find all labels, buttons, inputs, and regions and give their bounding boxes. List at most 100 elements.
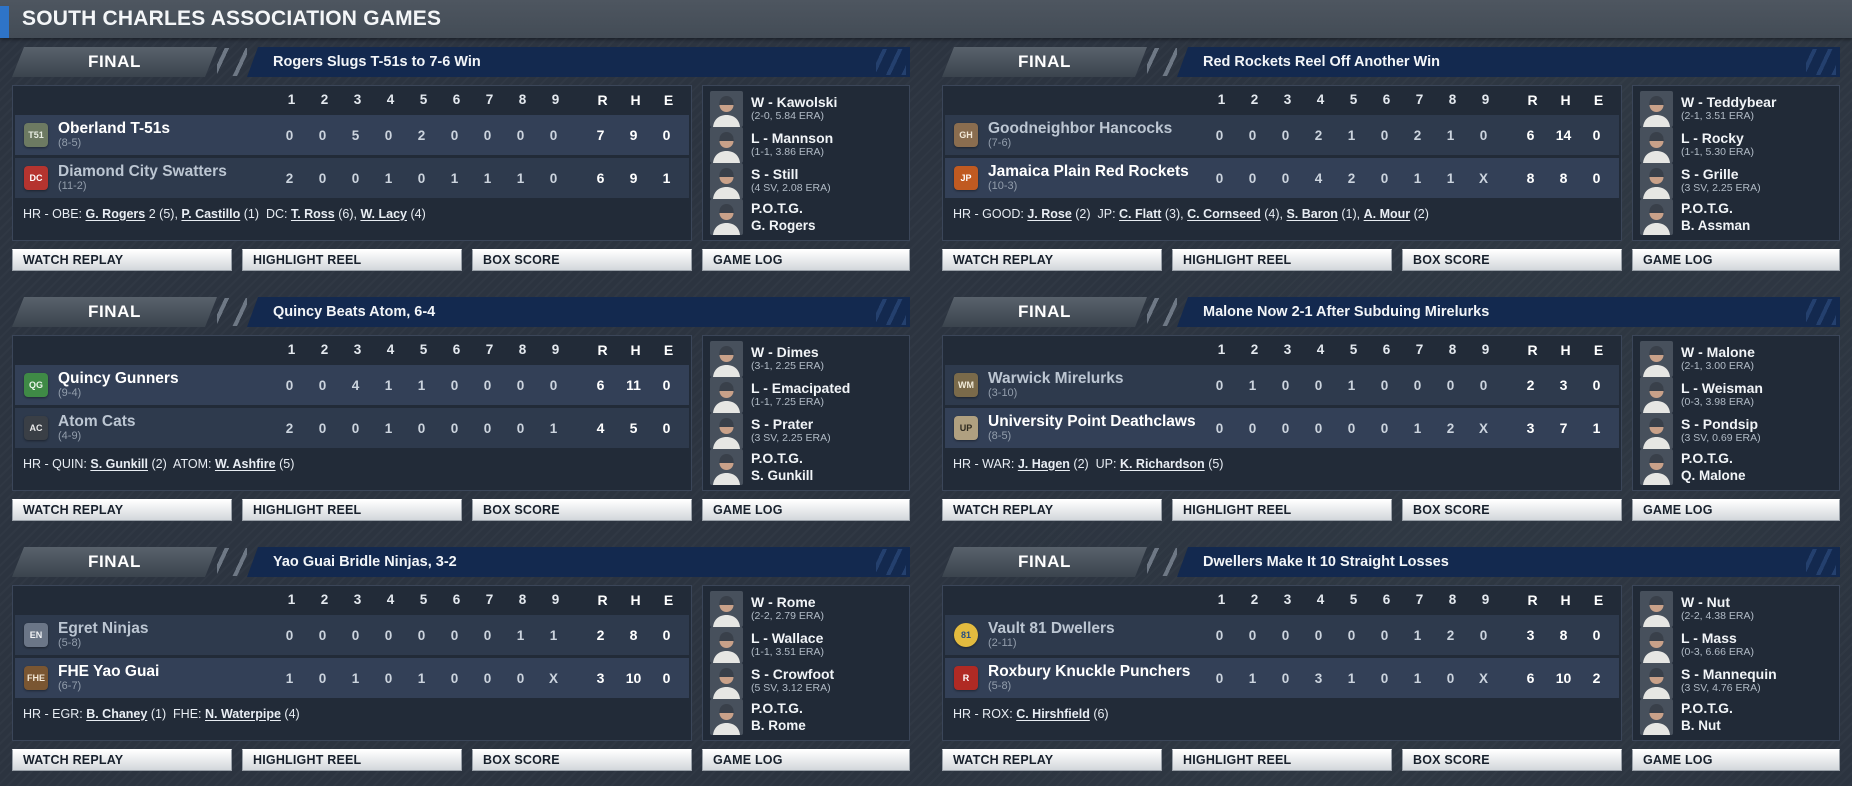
home-team-record: (8-5) (988, 429, 1012, 442)
hr-player-link[interactable]: S. Gunkill (90, 456, 149, 471)
game-card-body: 1 2 3 4 5 6 7 8 9 R H E EN (12, 585, 910, 741)
header-stripes-decoration (217, 298, 247, 326)
hr-player-link[interactable]: W. Lacy (360, 206, 407, 221)
inning-col-8: 8 (518, 342, 527, 357)
hr-player-link[interactable]: N. Waterpipe (205, 706, 281, 721)
home-runs: 6 (596, 170, 605, 186)
away-team-name[interactable]: Quincy Gunners (58, 369, 179, 387)
home-inning-7: 1 (483, 170, 492, 186)
highlight-reel-button[interactable]: HIGHLIGHT REEL (1172, 249, 1392, 271)
box-score-button[interactable]: BOX SCORE (472, 249, 692, 271)
losing-pitcher-stats: (0-3, 6.66 ERA) (1681, 645, 1754, 658)
hr-player-link[interactable]: A. Mour (1363, 206, 1411, 221)
game-log-button[interactable]: GAME LOG (1632, 499, 1840, 521)
highlight-reel-button[interactable]: HIGHLIGHT REEL (242, 249, 462, 271)
inning-col-3: 3 (353, 592, 362, 607)
away-team-name[interactable]: Vault 81 Dwellers (988, 619, 1115, 637)
home-team-name[interactable]: Jamaica Plain Red Rockets (988, 162, 1189, 180)
hr-player-link[interactable]: P. Castillo (181, 206, 241, 221)
player-portrait-icon (710, 91, 743, 127)
away-inning-1: 0 (1215, 627, 1224, 643)
away-team-name[interactable]: Egret Ninjas (58, 619, 149, 637)
hr-player-link[interactable]: S. Baron (1286, 206, 1338, 221)
home-hits: 10 (625, 670, 642, 686)
winning-pitcher: W - Kawolski (2-0, 5.84 ERA) (710, 91, 902, 127)
hr-text: HR - OBE: (23, 206, 86, 221)
away-team-name[interactable]: Goodneighbor Hancocks (988, 119, 1173, 137)
game-log-button[interactable]: GAME LOG (702, 249, 910, 271)
watch-replay-button[interactable]: WATCH REPLAY (942, 749, 1162, 771)
watch-replay-button[interactable]: WATCH REPLAY (942, 249, 1162, 271)
home-team-name[interactable]: Roxbury Knuckle Punchers (988, 662, 1191, 680)
home-runs-line: HR - WAR: J. Hagen (2) UP: K. Richardson… (943, 448, 1621, 479)
potg-player-name: B. Nut (1681, 718, 1721, 734)
hr-text: 2 (5), (145, 206, 182, 221)
hr-player-link[interactable]: J. Rose (1027, 206, 1072, 221)
hr-player-link[interactable]: J. Hagen (1017, 456, 1070, 471)
away-inning-3: 0 (1281, 127, 1290, 143)
game-log-button[interactable]: GAME LOG (1632, 749, 1840, 771)
box-score-button[interactable]: BOX SCORE (472, 749, 692, 771)
home-team-name[interactable]: University Point Deathclaws (988, 412, 1196, 430)
hr-player-link[interactable]: T. Ross (290, 206, 335, 221)
away-inning-5: 0 (417, 627, 426, 643)
box-score-button[interactable]: BOX SCORE (1402, 499, 1622, 521)
game-log-button[interactable]: GAME LOG (702, 499, 910, 521)
hr-player-link[interactable]: C. Cornseed (1187, 206, 1261, 221)
box-score-button[interactable]: BOX SCORE (472, 499, 692, 521)
away-team-name[interactable]: Warwick Mirelurks (988, 369, 1124, 387)
box-score-button[interactable]: BOX SCORE (1402, 749, 1622, 771)
home-errors: 1 (1592, 420, 1601, 436)
game-log-button[interactable]: GAME LOG (1632, 249, 1840, 271)
hr-player-link[interactable]: G. Rogers (85, 206, 146, 221)
highlight-reel-button[interactable]: HIGHLIGHT REEL (1172, 749, 1392, 771)
away-inning-4: 0 (384, 127, 393, 143)
inning-col-8: 8 (1448, 592, 1457, 607)
hr-text: (5) (1204, 456, 1224, 471)
home-inning-4: 0 (1314, 420, 1323, 436)
inning-col-7: 7 (485, 342, 494, 357)
highlight-reel-button[interactable]: HIGHLIGHT REEL (242, 499, 462, 521)
team-logo-icon: 81 (954, 623, 978, 647)
home-team-name[interactable]: FHE Yao Guai (58, 662, 160, 680)
game-card-body: 1 2 3 4 5 6 7 8 9 R H E 81 (942, 585, 1840, 741)
potg-label: P.O.T.G. (1681, 699, 1733, 716)
player-portrait-icon (710, 627, 743, 663)
inning-col-3: 3 (353, 342, 362, 357)
winning-pitcher-stats: (2-1, 3.51 ERA) (1681, 109, 1754, 122)
away-inning-7: 2 (1413, 127, 1422, 143)
box-score-button[interactable]: BOX SCORE (1402, 249, 1622, 271)
errors-col: E (663, 591, 674, 608)
away-inning-1: 0 (1215, 127, 1224, 143)
highlight-reel-button[interactable]: HIGHLIGHT REEL (242, 749, 462, 771)
winning-pitcher-stats: (3-1, 2.25 ERA) (751, 359, 824, 372)
home-team-name[interactable]: Atom Cats (58, 412, 136, 430)
away-hits: 8 (629, 627, 638, 643)
watch-replay-button[interactable]: WATCH REPLAY (12, 249, 232, 271)
watch-replay-button[interactable]: WATCH REPLAY (12, 499, 232, 521)
away-inning-7: 0 (1413, 377, 1422, 393)
hr-player-link[interactable]: K. Richardson (1119, 456, 1205, 471)
team-logo-icon: FHE (24, 666, 48, 690)
inning-col-2: 2 (320, 92, 329, 107)
hr-player-link[interactable]: C. Flatt (1119, 206, 1162, 221)
player-portrait-icon (1640, 199, 1673, 235)
home-inning-7: 1 (1413, 170, 1422, 186)
hr-player-link[interactable]: B. Chaney (86, 706, 148, 721)
hr-player-link[interactable]: W. Ashfire (214, 456, 276, 471)
inning-col-6: 6 (1382, 342, 1391, 357)
home-inning-2: 1 (1248, 670, 1257, 686)
hr-player-link[interactable]: C. Hirshfield (1016, 706, 1090, 721)
watch-replay-button[interactable]: WATCH REPLAY (12, 749, 232, 771)
home-team-name[interactable]: Diamond City Swatters (58, 162, 227, 180)
losing-pitcher: L - Rocky (1-1, 5.30 ERA) (1640, 127, 1832, 163)
highlight-reel-button[interactable]: HIGHLIGHT REEL (1172, 499, 1392, 521)
away-team-name[interactable]: Oberland T-51s (58, 119, 170, 137)
player-portrait-icon (710, 413, 743, 449)
game-log-button[interactable]: GAME LOG (702, 749, 910, 771)
team-logo-icon: WM (954, 373, 978, 397)
winning-pitcher-stats: (2-2, 2.79 ERA) (751, 609, 824, 622)
home-inning-9: X (548, 670, 558, 686)
line-score-columns: 1 2 3 4 5 6 7 8 9 R H E (943, 336, 1621, 363)
watch-replay-button[interactable]: WATCH REPLAY (942, 499, 1162, 521)
